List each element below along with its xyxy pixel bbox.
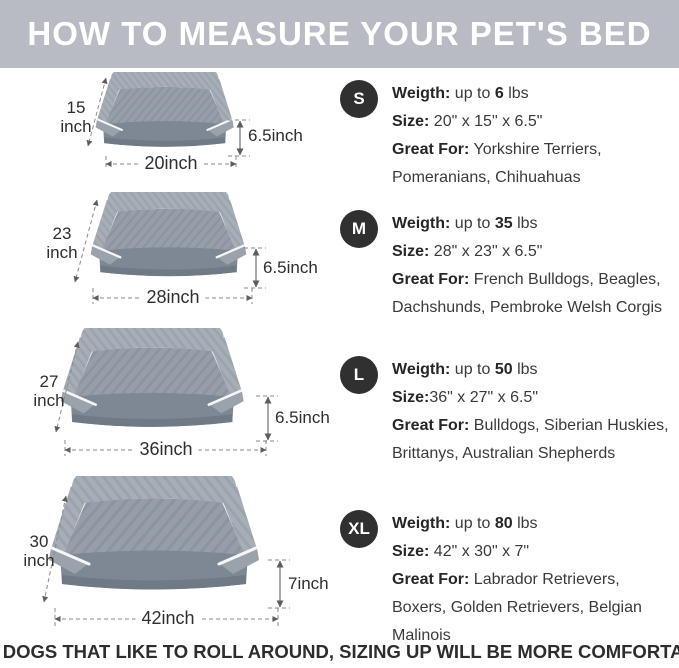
weight-value: 50 bbox=[494, 361, 513, 378]
height-value: 30 bbox=[29, 532, 49, 551]
size-line: Size: 20" x 15" x 6.5" bbox=[392, 108, 674, 136]
size-info-l: L Weigth: up to 50 lbs Size:36" x 27" x … bbox=[340, 320, 674, 472]
weight-label: Weigth: bbox=[392, 85, 451, 102]
height-unit: inch bbox=[60, 117, 92, 136]
size-label: Size: bbox=[392, 389, 430, 406]
width-dimension-label: 36inch bbox=[133, 439, 199, 460]
bed-figure-xl: 30 inch 7inch 42inch bbox=[0, 472, 340, 636]
greatfor-value: French Bulldogs, Beagles, Dachshunds, Pe… bbox=[392, 271, 666, 316]
weight-line: Weigth: up to 80 lbs bbox=[392, 515, 538, 532]
thickness-dimension-label: 6.5inch bbox=[248, 126, 303, 145]
height-unit: inch bbox=[46, 243, 78, 262]
pet-bed-illustration bbox=[60, 328, 248, 443]
width-dimension-label: 42inch bbox=[135, 608, 201, 629]
greatfor-line: Great For: Labrador Retrievers, Boxers, … bbox=[392, 566, 674, 650]
size-row-s: 15 inch 6.5inch 20inch S Weigth: up to 6… bbox=[0, 68, 679, 186]
size-label: Size: bbox=[392, 113, 430, 130]
thickness-dimension-label: 6.5inch bbox=[263, 258, 318, 277]
bed-figure-m: 23 inch 6.5inch 28inch bbox=[0, 186, 340, 320]
size-value: 42" x 30" x 7" bbox=[429, 543, 530, 560]
width-dimension-label: 20inch bbox=[138, 153, 204, 174]
size-badge-l: L bbox=[340, 356, 378, 394]
greatfor-line: Great For: French Bulldogs, Beagles, Dac… bbox=[392, 266, 674, 322]
size-row-m: 23 inch 6.5inch 28inch M Weigth: up to 3… bbox=[0, 186, 679, 320]
height-unit: inch bbox=[23, 551, 55, 570]
size-line: Size: 28" x 23" x 6.5" bbox=[392, 238, 674, 266]
greatfor-label: Great For: bbox=[392, 417, 470, 434]
size-value: 36" x 27" x 6.5" bbox=[429, 389, 538, 406]
height-dimension-label: 23 inch bbox=[46, 224, 77, 262]
size-row-l: 27 inch 6.5inch 36inch L Weigth: up to 5… bbox=[0, 320, 679, 472]
size-info-s: S Weigth: up to 6 lbs Size: 20" x 15" x … bbox=[340, 68, 674, 186]
height-dimension-label: 15 inch bbox=[60, 98, 91, 136]
size-info-m: M Weigth: up to 35 lbs Size: 28" x 23" x… bbox=[340, 186, 674, 320]
greatfor-line: Great For: Yorkshire Terriers, Pomerania… bbox=[392, 136, 674, 192]
weight-value: 35 bbox=[494, 215, 513, 232]
height-dimension-label: 27 inch bbox=[33, 372, 64, 410]
height-unit: inch bbox=[33, 391, 65, 410]
size-badge-s: S bbox=[340, 80, 378, 118]
greatfor-value: Bulldogs, Siberian Huskies, Brittanys, A… bbox=[392, 417, 674, 462]
weight-line: Weigth: up to 50 lbs bbox=[392, 361, 538, 378]
size-badge-m: M bbox=[340, 210, 378, 248]
weight-label: Weigth: bbox=[392, 515, 451, 532]
pet-bed-illustration bbox=[90, 192, 250, 290]
weight-value: 80 bbox=[494, 515, 513, 532]
greatfor-label: Great For: bbox=[392, 571, 470, 588]
weight-value: 6 bbox=[494, 85, 504, 102]
height-value: 27 bbox=[39, 372, 59, 391]
weight-line: Weigth: up to 6 lbs bbox=[392, 85, 529, 102]
size-row-xl: 30 inch 7inch 42inch XL Weigth: up to 80… bbox=[0, 472, 679, 644]
thickness-dimension-label: 6.5inch bbox=[275, 408, 330, 427]
height-value: 15 bbox=[66, 98, 86, 117]
size-value: 28" x 23" x 6.5" bbox=[429, 243, 543, 260]
size-label: Size: bbox=[392, 543, 430, 560]
greatfor-label: Great For: bbox=[392, 271, 470, 288]
greatfor-value: Yorkshire Terriers, Pomeranians, Chihuah… bbox=[392, 141, 606, 186]
height-dimension-label: 30 inch bbox=[23, 532, 54, 570]
footer-note-bar: FOR DOGS THAT LIKE TO ROLL AROUND, SIZIN… bbox=[0, 636, 679, 668]
weight-label: Weigth: bbox=[392, 215, 451, 232]
footer-note: FOR DOGS THAT LIKE TO ROLL AROUND, SIZIN… bbox=[0, 641, 679, 662]
size-line: Size: 42" x 30" x 7" bbox=[392, 538, 674, 566]
greatfor-value: Labrador Retrievers, Boxers, Golden Retr… bbox=[392, 571, 647, 644]
weight-line: Weigth: up to 35 lbs bbox=[392, 215, 538, 232]
size-line: Size:36" x 27" x 6.5" bbox=[392, 384, 674, 412]
size-value: 20" x 15" x 6.5" bbox=[429, 113, 543, 130]
greatfor-label: Great For: bbox=[392, 141, 470, 158]
header-banner: HOW TO MEASURE YOUR PET'S BED bbox=[0, 0, 679, 68]
page-title: HOW TO MEASURE YOUR PET'S BED bbox=[27, 15, 652, 52]
height-value: 23 bbox=[52, 224, 72, 243]
pet-bed-illustration bbox=[95, 72, 237, 159]
size-label: Size: bbox=[392, 243, 430, 260]
greatfor-line: Great For: Bulldogs, Siberian Huskies, B… bbox=[392, 412, 674, 468]
weight-label: Weigth: bbox=[392, 361, 451, 378]
width-dimension-label: 28inch bbox=[140, 287, 206, 308]
size-badge-xl: XL bbox=[340, 510, 378, 548]
size-info-xl: XL Weigth: up to 80 lbs Size: 42" x 30" … bbox=[340, 472, 674, 644]
bed-figure-s: 15 inch 6.5inch 20inch bbox=[0, 68, 340, 186]
pet-bed-illustration bbox=[48, 476, 264, 608]
bed-figure-l: 27 inch 6.5inch 36inch bbox=[0, 320, 340, 472]
thickness-dimension-label: 7inch bbox=[288, 574, 329, 593]
